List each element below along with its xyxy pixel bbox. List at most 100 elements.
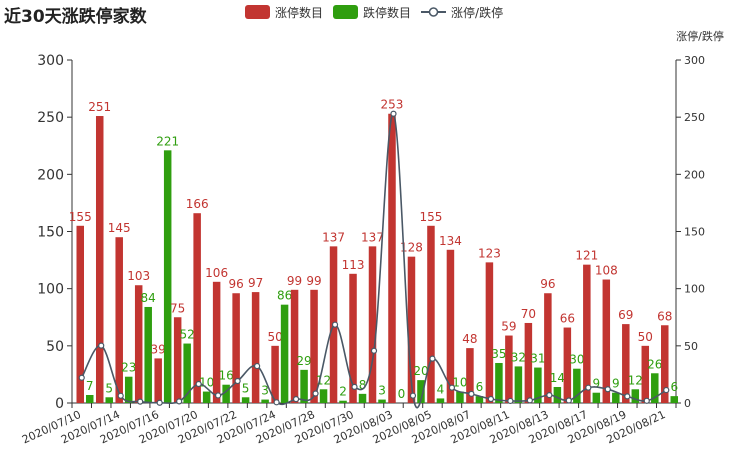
data-label-up: 96 xyxy=(228,277,243,291)
y-tick-label-left: 100 xyxy=(37,282,64,298)
bar-down xyxy=(261,399,269,403)
bar-down xyxy=(495,362,503,403)
data-label-up: 253 xyxy=(381,98,404,112)
y-tick-label-right: 100 xyxy=(684,283,705,296)
data-label-down: 31 xyxy=(530,352,545,366)
ratio-point xyxy=(312,390,319,397)
bar-up xyxy=(173,317,182,403)
bar-down xyxy=(631,389,640,403)
y-tick-label-right: 250 xyxy=(684,111,705,124)
data-label-up: 103 xyxy=(127,269,150,283)
legend-item-down[interactable]: 跌停数目 xyxy=(333,4,411,21)
bar-down xyxy=(670,396,679,403)
data-label-down: 26 xyxy=(647,357,662,371)
bar-up xyxy=(134,285,143,403)
data-label-down: 2 xyxy=(339,385,347,399)
data-label-down: 221 xyxy=(156,134,179,148)
data-label-down: 30 xyxy=(569,353,584,367)
data-label-down: 35 xyxy=(491,347,506,361)
data-label-down: 3 xyxy=(261,384,269,398)
ratio-point xyxy=(429,355,436,362)
data-label-up: 108 xyxy=(595,264,618,278)
data-label-down: 9 xyxy=(612,377,620,391)
bar-up xyxy=(76,225,84,403)
bar-down xyxy=(592,392,601,403)
ratio-point xyxy=(351,383,358,390)
bar-up xyxy=(505,335,513,403)
bar-down xyxy=(553,386,562,403)
y-tick-label-right: 0 xyxy=(684,397,691,410)
bar-up xyxy=(544,293,552,403)
data-label-up: 106 xyxy=(205,266,228,280)
data-label-down: 12 xyxy=(628,373,643,387)
data-label-up: 99 xyxy=(287,274,302,288)
bar-down xyxy=(86,394,94,403)
bar-down xyxy=(358,393,367,403)
data-label-up: 145 xyxy=(108,221,131,235)
data-label-down: 14 xyxy=(550,371,565,385)
bar-up xyxy=(641,345,650,403)
bar-up xyxy=(388,113,396,403)
data-label-up: 59 xyxy=(501,320,516,334)
data-label-down: 16 xyxy=(218,369,233,383)
bar-up xyxy=(154,358,162,403)
bar-up xyxy=(232,293,240,403)
bar-down xyxy=(163,150,172,403)
ratio-point xyxy=(331,321,339,328)
bar-up xyxy=(563,327,572,403)
chart-title: 近30天涨跌停家数 xyxy=(4,7,147,27)
bar-up xyxy=(193,213,201,403)
data-label-up: 96 xyxy=(540,277,555,291)
ratio-point xyxy=(137,398,144,405)
data-label-down: 6 xyxy=(476,380,484,394)
bar-down xyxy=(183,343,191,403)
data-label-down: 52 xyxy=(180,328,195,342)
legend-item-up[interactable]: 涨停数目 xyxy=(245,4,323,21)
bar-up xyxy=(212,281,221,403)
data-label-down: 10 xyxy=(452,376,467,390)
bar-down xyxy=(319,389,328,403)
data-label-up: 123 xyxy=(478,246,501,260)
legend-item-ratio[interactable]: 涨停/跌停 xyxy=(421,4,503,21)
data-label-up: 113 xyxy=(342,258,365,272)
y-tick-label-right: 150 xyxy=(684,226,705,239)
y-tick-label-right: 200 xyxy=(684,168,705,181)
data-label-down: 29 xyxy=(296,354,311,368)
legend-label-up: 涨停数目 xyxy=(275,5,324,20)
bar-down xyxy=(105,397,113,403)
data-label-up: 75 xyxy=(170,301,185,315)
bar-up xyxy=(251,292,260,403)
bar-down xyxy=(124,376,133,403)
y-axis-title-right: 涨停/跌停 xyxy=(676,29,724,43)
ratio-point xyxy=(448,384,456,391)
bar-up xyxy=(95,116,104,404)
bar-up xyxy=(427,225,435,403)
data-label-down: 5 xyxy=(242,381,250,395)
ratio-point xyxy=(624,393,631,400)
bar-up xyxy=(349,273,357,403)
bar-down xyxy=(202,391,211,403)
bar-up xyxy=(602,279,611,403)
ratio-point xyxy=(643,397,650,404)
bar-down xyxy=(222,384,230,403)
bar-up xyxy=(310,289,318,403)
data-label-up: 50 xyxy=(267,330,282,344)
legend-label-down: 跌停数目 xyxy=(363,5,412,20)
legend-swatch-up xyxy=(245,5,270,19)
data-label-down: 8 xyxy=(359,378,367,392)
data-label-up: 99 xyxy=(306,274,321,288)
bar-up xyxy=(446,249,455,403)
bar-up xyxy=(583,264,591,403)
y-tick-label-left: 200 xyxy=(37,167,64,183)
bar-down xyxy=(417,380,425,403)
bar-down xyxy=(651,373,659,403)
y-tick-label-left: 50 xyxy=(46,339,64,355)
ratio-point xyxy=(487,395,495,403)
bar-up xyxy=(271,345,279,403)
bar-up xyxy=(115,237,123,403)
ratio-point xyxy=(215,392,222,399)
bar-down xyxy=(475,396,484,403)
data-label-up: 66 xyxy=(560,312,575,326)
data-label-down: 32 xyxy=(511,350,526,364)
data-label-up: 134 xyxy=(439,234,462,248)
